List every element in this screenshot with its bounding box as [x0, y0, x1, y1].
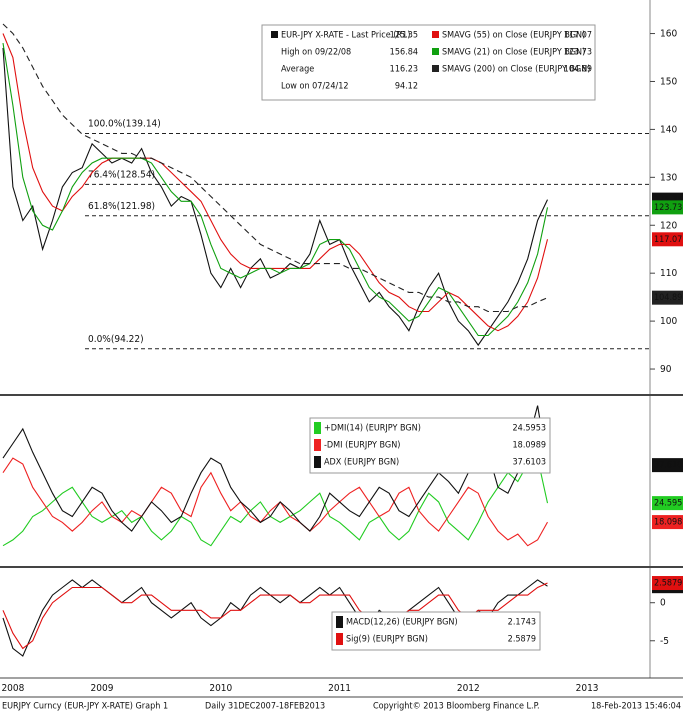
footer-text: Copyright© 2013 Bloomberg Finance L.P. — [373, 702, 540, 712]
legend-label: ADX (EURJPY BGN) — [324, 458, 399, 468]
value-tag — [652, 496, 683, 511]
y-tick-label: -5 — [660, 636, 669, 647]
legend-box — [331, 611, 541, 651]
y-tick-label: 90 — [660, 364, 672, 375]
value-tag-label: 24.5953 — [654, 499, 683, 509]
series-line — [2, 457, 549, 547]
value-tag — [652, 515, 683, 530]
legend-value: 2.1743 — [508, 618, 536, 628]
y-tick-label: 160 — [660, 29, 677, 40]
level-label: 61.8%(121.98) — [88, 201, 155, 212]
series-line — [2, 33, 549, 332]
legend-label: High on 09/22/08 — [281, 48, 351, 58]
series-line — [2, 582, 548, 650]
legend-value: 18.0989 — [513, 441, 546, 451]
legend-value: 94.12 — [395, 82, 418, 92]
value-tag — [652, 458, 683, 473]
legend-label: MACD(12,26) (EURJPY BGN) — [346, 618, 458, 628]
legend-swatch — [314, 456, 321, 468]
legend-swatch — [314, 422, 321, 434]
level-label: 100.0%(139.14) — [88, 119, 161, 130]
x-tick-label: 2013 — [576, 683, 599, 694]
x-tick-label: 2009 — [91, 683, 114, 694]
legend-swatch — [271, 31, 278, 38]
footer-text: EURJPY Curncy (EUR-JPY X-RATE) Graph 1 — [2, 702, 168, 712]
y-tick-label: 120 — [660, 220, 677, 231]
value-tag — [652, 200, 683, 215]
legend-label: SMAVG (55) on Close (EURJPY BGN) — [442, 31, 585, 41]
legend-swatch — [432, 31, 439, 38]
value-tag-label: 37.6103 — [654, 461, 683, 471]
value-tag — [652, 576, 683, 591]
legend-label: EUR-JPY X-RATE - Last Price (R1) — [281, 31, 410, 41]
value-tag — [652, 290, 683, 305]
x-tick-label: 2010 — [209, 683, 232, 694]
legend-label: SMAVG (200) on Close (EURJPY BGN) — [442, 65, 590, 75]
series-line — [2, 23, 548, 313]
legend-box — [309, 417, 551, 474]
value-tag-label: 18.0989 — [654, 518, 683, 528]
footer-text: Daily 31DEC2007-18FEB2013 — [205, 702, 325, 712]
legend-value: 156.84 — [390, 48, 418, 58]
legend-swatch — [432, 48, 439, 55]
legend-swatch — [432, 65, 439, 72]
legend-label: Sig(9) (EURJPY BGN) — [346, 635, 428, 645]
y-tick-label: 140 — [660, 124, 677, 135]
level-label: 0.0%(94.22) — [88, 334, 144, 345]
legend-label: SMAVG (21) on Close (EURJPY BGN) — [442, 48, 585, 58]
y-tick-label: 0 — [660, 598, 666, 609]
legend-swatch — [314, 439, 321, 451]
series-line — [2, 47, 548, 347]
value-tag — [652, 232, 683, 247]
legend-label: Average — [281, 65, 314, 75]
value-tag-label: 125.35 — [654, 195, 682, 205]
y-tick-label: 130 — [660, 172, 677, 183]
x-tick-label: 2011 — [328, 683, 351, 694]
legend-value: 117.07 — [564, 31, 592, 41]
series-line — [2, 43, 549, 337]
legend-label: Low on 07/24/12 — [281, 82, 349, 92]
legend-value: 123.73 — [564, 48, 592, 58]
value-tag-label: 2.5879 — [654, 579, 682, 589]
legend-value: 2.5879 — [508, 635, 536, 645]
legend-swatch — [336, 633, 343, 645]
legend-value: 125.35 — [390, 31, 418, 41]
legend-value: 116.23 — [390, 65, 418, 75]
footer-text: 18-Feb-2013 15:46:04 — [591, 702, 681, 712]
series-line — [2, 405, 549, 532]
y-tick-label: 110 — [660, 268, 677, 279]
value-tag-label: 104.89 — [654, 293, 682, 303]
legend-value: 37.6103 — [513, 458, 546, 468]
series-line — [2, 457, 548, 547]
x-tick-label: 2008 — [1, 683, 24, 694]
legend-label: +DMI(14) (EURJPY BGN) — [324, 424, 421, 434]
value-tag-label: 117.07 — [654, 235, 682, 245]
legend-label: -DMI (EURJPY BGN) — [324, 441, 400, 451]
y-tick-label: 150 — [660, 76, 677, 87]
legend-box — [261, 24, 596, 101]
legend-value: 104.89 — [564, 65, 592, 75]
legend-value: 24.5953 — [513, 424, 546, 434]
level-label: 76.4%(128.54) — [88, 169, 155, 180]
x-tick-label: 2012 — [457, 683, 480, 694]
legend-swatch — [336, 616, 343, 628]
value-tag-label: 123.73 — [654, 203, 682, 213]
y-tick-label: 100 — [660, 316, 677, 327]
